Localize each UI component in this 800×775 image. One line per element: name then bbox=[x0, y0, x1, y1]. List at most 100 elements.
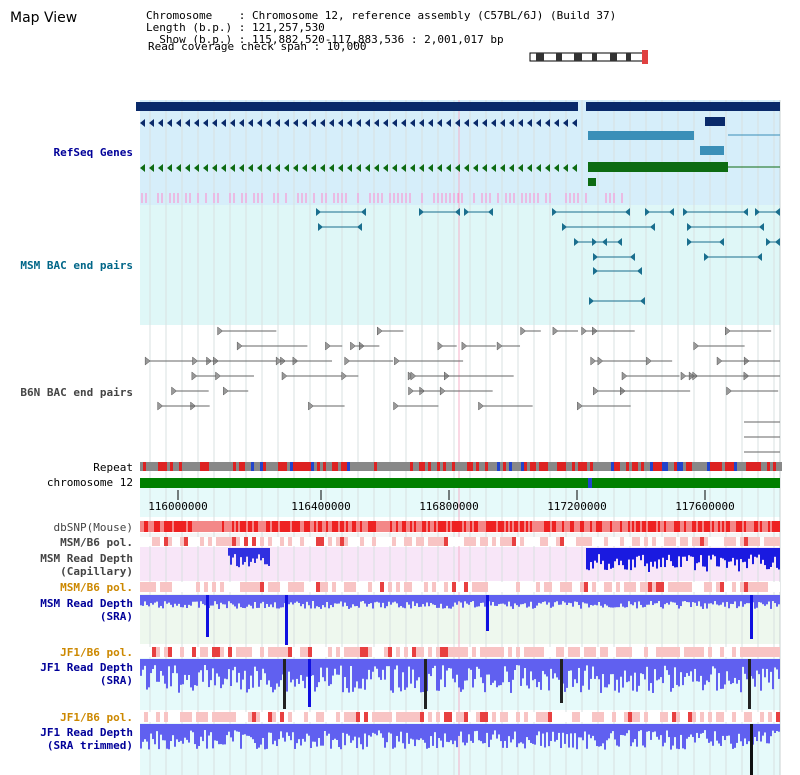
dbsnp-bin bbox=[268, 521, 270, 532]
read-depth-bin bbox=[250, 724, 252, 738]
gene-arrow bbox=[482, 119, 487, 127]
read-depth-spike bbox=[560, 659, 563, 703]
polymorphism-bin bbox=[528, 582, 532, 592]
read-depth-bin bbox=[736, 659, 738, 684]
polymorphism-bin bbox=[228, 537, 232, 546]
polymorphism-bin bbox=[492, 647, 496, 657]
polymorphism-bin bbox=[664, 582, 668, 592]
track-label-jf1-b6-pol-1[interactable]: JF1/B6 pol. bbox=[60, 646, 133, 659]
polymorphism-bin bbox=[416, 647, 420, 657]
read-depth-bin bbox=[516, 659, 518, 666]
read-depth-bin bbox=[326, 659, 328, 668]
repeat-block bbox=[725, 462, 728, 471]
repeat-block bbox=[731, 462, 734, 471]
repeat-block bbox=[701, 462, 704, 471]
read-depth-bin bbox=[148, 724, 150, 750]
read-depth-bin bbox=[638, 595, 640, 602]
read-depth-bin bbox=[584, 595, 586, 604]
read-depth-bin bbox=[700, 724, 702, 734]
read-depth-bin bbox=[454, 724, 456, 741]
read-depth-bin bbox=[362, 724, 364, 750]
dbsnp-bin bbox=[438, 521, 440, 532]
repeat-block bbox=[251, 462, 254, 471]
repeat-block bbox=[683, 462, 686, 471]
repeat-block bbox=[209, 462, 212, 471]
track-label-dbsnp[interactable]: dbSNP(Mouse) bbox=[53, 521, 133, 534]
read-depth-bin bbox=[694, 659, 696, 669]
read-depth-bin bbox=[532, 724, 534, 744]
track-label-chromosome[interactable]: chromosome 12 bbox=[46, 476, 133, 489]
dbsnp-bin bbox=[646, 521, 648, 532]
repeat-block bbox=[296, 462, 299, 471]
track-label-jf1-depth-trimmed[interactable]: JF1 Read Depth bbox=[40, 726, 133, 739]
dbsnp-bin bbox=[228, 521, 230, 532]
polymorphism-bin bbox=[728, 537, 732, 546]
capillary-depth-bin bbox=[678, 548, 680, 557]
capillary-depth-bin bbox=[616, 548, 618, 559]
polymorphism-bin bbox=[744, 537, 748, 546]
read-depth-bin bbox=[506, 595, 508, 607]
gene-arrow bbox=[464, 119, 469, 127]
polymorphism-bin bbox=[212, 537, 216, 546]
read-depth-bin bbox=[568, 595, 570, 603]
polymorphism-bin bbox=[392, 712, 396, 722]
read-depth-bin bbox=[170, 724, 172, 742]
track-label-refseq[interactable]: RefSeq Genes bbox=[53, 146, 133, 159]
dbsnp-bin bbox=[518, 521, 520, 532]
gene-arrow bbox=[230, 119, 235, 127]
read-depth-bin bbox=[708, 724, 710, 743]
read-depth-bin bbox=[642, 595, 644, 608]
track-label-b6n-bac[interactable]: B6N BAC end pairs bbox=[20, 386, 133, 399]
dbsnp-bin bbox=[208, 521, 210, 532]
track-label-msm-depth-sra[interactable]: MSM Read Depth bbox=[40, 597, 133, 610]
repeat-block bbox=[614, 462, 617, 471]
repeat-block bbox=[188, 462, 191, 471]
read-depth-bin bbox=[254, 595, 256, 602]
track-label-jf1-depth-sra[interactable]: JF1 Read Depth bbox=[40, 661, 133, 674]
track-label-msm-b6-pol-2[interactable]: MSM/B6 pol. bbox=[60, 581, 133, 594]
read-depth-bin bbox=[518, 595, 520, 607]
read-depth-bin bbox=[654, 595, 656, 604]
read-depth-bin bbox=[240, 595, 242, 608]
read-depth-bin bbox=[378, 595, 380, 603]
repeat-block bbox=[320, 462, 323, 471]
polymorphism-bin bbox=[420, 582, 424, 592]
polymorphism-bin bbox=[500, 537, 504, 546]
read-depth-bin bbox=[492, 595, 494, 602]
track-label-jf1-b6-pol-2[interactable]: JF1/B6 pol. bbox=[60, 711, 133, 724]
dbsnp-bin bbox=[656, 521, 658, 532]
msm-bac-end bbox=[743, 208, 748, 216]
dbsnp-bin bbox=[744, 521, 746, 532]
polymorphism-bin bbox=[460, 537, 464, 546]
read-depth-bin bbox=[454, 595, 456, 603]
read-depth-bin bbox=[178, 724, 180, 742]
dbsnp-bin bbox=[764, 521, 766, 532]
dbsnp-bin bbox=[186, 521, 188, 532]
dbsnp-bin bbox=[292, 521, 294, 532]
dbsnp-bin bbox=[412, 521, 414, 532]
capillary-depth-bin bbox=[592, 548, 594, 569]
read-depth-bin bbox=[392, 659, 394, 693]
dbsnp-bin bbox=[460, 521, 462, 532]
polymorphism-bin bbox=[232, 712, 236, 722]
polymorphism-bin bbox=[264, 712, 268, 722]
repeat-block bbox=[755, 462, 758, 471]
track-label-msm-b6-pol-1[interactable]: MSM/B6 pol. bbox=[60, 536, 133, 549]
repeat-block bbox=[419, 462, 422, 471]
polymorphism-bin bbox=[548, 647, 552, 657]
read-depth-bin bbox=[234, 724, 236, 731]
read-depth-bin bbox=[742, 724, 744, 746]
track-label-msm-bac[interactable]: MSM BAC end pairs bbox=[20, 259, 133, 272]
track-label-repeat[interactable]: Repeat bbox=[93, 461, 133, 474]
polymorphism-bin bbox=[180, 712, 184, 722]
read-depth-bin bbox=[510, 724, 512, 743]
dbsnp-bin bbox=[622, 521, 624, 532]
read-depth-bin bbox=[390, 659, 392, 691]
polymorphism-bin bbox=[464, 647, 468, 657]
msm-bac-end bbox=[464, 208, 469, 216]
polymorphism-bin bbox=[204, 582, 208, 592]
read-depth-bin bbox=[200, 724, 202, 737]
track-label-msm-depth-capillary[interactable]: MSM Read Depth bbox=[40, 552, 133, 565]
read-depth-bin bbox=[226, 724, 228, 736]
